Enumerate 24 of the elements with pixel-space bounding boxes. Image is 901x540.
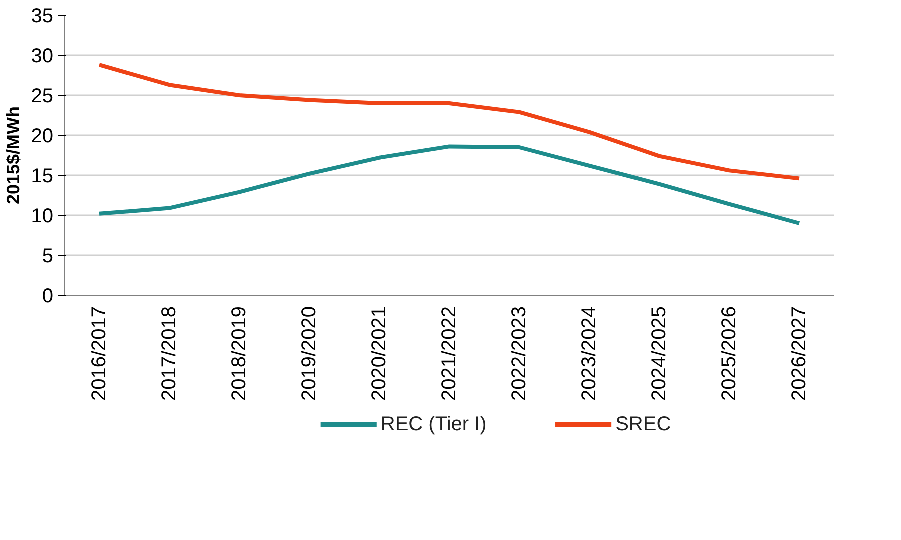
legend-label: SREC bbox=[616, 414, 672, 436]
x-tick-label: 2021/2022 bbox=[438, 306, 460, 402]
y-tick-label: 10 bbox=[31, 206, 54, 228]
y-tick-label: 25 bbox=[31, 86, 54, 108]
x-tick-label: 2018/2019 bbox=[228, 306, 250, 402]
x-tick-label: 2017/2018 bbox=[158, 306, 180, 402]
x-tick-label: 2023/2024 bbox=[578, 306, 600, 402]
y-tick-label: 20 bbox=[31, 126, 54, 148]
x-tick-label: 2020/2021 bbox=[368, 306, 390, 402]
x-tick-label: 2026/2027 bbox=[788, 306, 810, 402]
x-tick-label: 2024/2025 bbox=[648, 306, 670, 402]
y-axis-title: 2015$/MWh bbox=[3, 106, 24, 205]
y-tick-label: 30 bbox=[31, 46, 54, 68]
x-tick-label: 2019/2020 bbox=[298, 306, 320, 402]
legend-label: REC (Tier I) bbox=[380, 414, 487, 436]
y-tick-label: 0 bbox=[42, 286, 54, 308]
x-tick-label: 2025/2026 bbox=[718, 306, 740, 402]
x-tick-label: 2016/2017 bbox=[88, 306, 110, 402]
y-tick-label: 35 bbox=[31, 6, 54, 28]
line-series bbox=[98, 63, 802, 181]
y-tick-label: 5 bbox=[42, 246, 54, 268]
x-tick-label: 2022/2023 bbox=[508, 306, 530, 402]
line-series bbox=[98, 144, 802, 226]
y-tick-label: 15 bbox=[31, 166, 54, 188]
